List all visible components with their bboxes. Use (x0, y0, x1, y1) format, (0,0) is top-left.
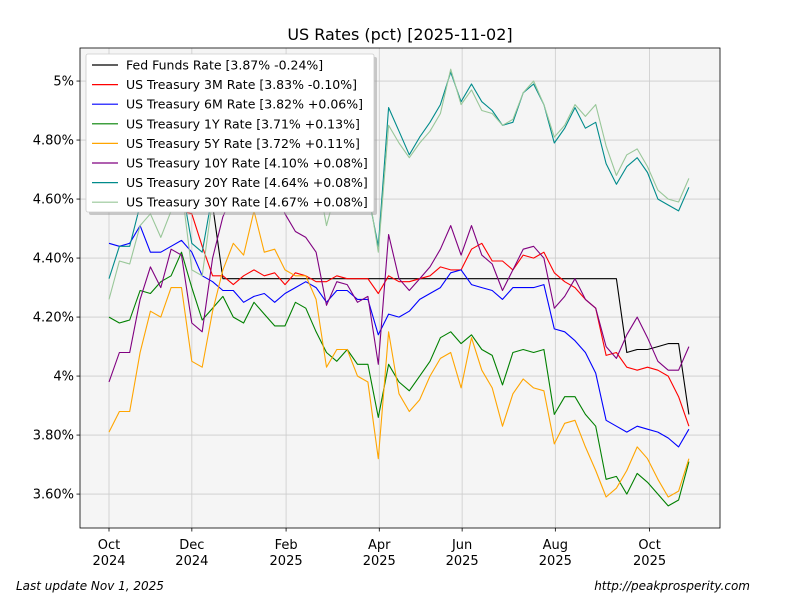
x-tick-label: Oct (638, 538, 660, 553)
legend-label: US Treasury 20Y Rate [4.64% +0.08%] (126, 175, 368, 190)
x-tick-label: 2025 (539, 554, 572, 569)
legend-label: US Treasury 3M Rate [3.83% -0.10%] (126, 77, 357, 92)
chart-title: US Rates (pct) [2025-11-02] (287, 25, 512, 44)
y-tick-label: 4.20% (33, 311, 74, 326)
x-tick-label: 2025 (363, 554, 396, 569)
y-tick-label: 4.60% (33, 193, 74, 208)
axis-ticks: 3.60%3.80%4%4.20%4.40%4.60%4.80%5%Oct202… (33, 75, 666, 569)
y-tick-label: 4.80% (33, 134, 74, 149)
series-line-3 (108, 251, 690, 507)
x-tick-label: Aug (543, 538, 568, 553)
last-update-text: Last update Nov 1, 2025 (16, 579, 164, 593)
x-tick-label: 2025 (446, 554, 479, 569)
legend-label: US Treasury 30Y Rate [4.67% +0.08%] (126, 195, 368, 210)
x-tick-label: Feb (275, 538, 298, 553)
x-tick-label: Dec (179, 538, 204, 553)
x-tick-label: 2024 (92, 554, 125, 569)
series-line-4 (108, 210, 690, 498)
x-tick-label: 2025 (270, 554, 303, 569)
legend: Fed Funds Rate [3.87% -0.24%] US Treasury… (85, 53, 377, 215)
legend-label: US Treasury 5Y Rate [3.72% +0.11%] (126, 136, 360, 151)
x-tick-label: 2025 (633, 554, 666, 569)
series-line-6 (108, 71, 690, 279)
legend-label: US Treasury 10Y Rate [4.10% +0.08%] (126, 156, 368, 171)
series-line-7 (108, 68, 690, 300)
series-line-5 (108, 145, 690, 383)
axes-frame (79, 47, 721, 529)
x-tick-label: 2024 (175, 554, 208, 569)
y-tick-label: 3.60% (33, 488, 74, 503)
legend-label: US Treasury 1Y Rate [3.71% +0.13%] (126, 116, 360, 131)
source-link[interactable]: http://peakprosperity.com (594, 579, 750, 593)
y-tick-label: 3.80% (33, 429, 74, 444)
x-tick-label: Apr (368, 538, 391, 553)
x-tick-label: Jun (451, 538, 472, 553)
y-tick-label: 5% (53, 75, 74, 90)
x-tick-label: Oct (98, 538, 120, 553)
legend-box (85, 53, 375, 213)
legend-label: Fed Funds Rate [3.87% -0.24%] (126, 58, 323, 73)
y-tick-label: 4% (53, 370, 74, 385)
y-tick-label: 4.40% (33, 252, 74, 267)
legend-label: US Treasury 6M Rate [3.82% +0.06%] (126, 97, 363, 112)
series-line-2 (108, 225, 690, 448)
